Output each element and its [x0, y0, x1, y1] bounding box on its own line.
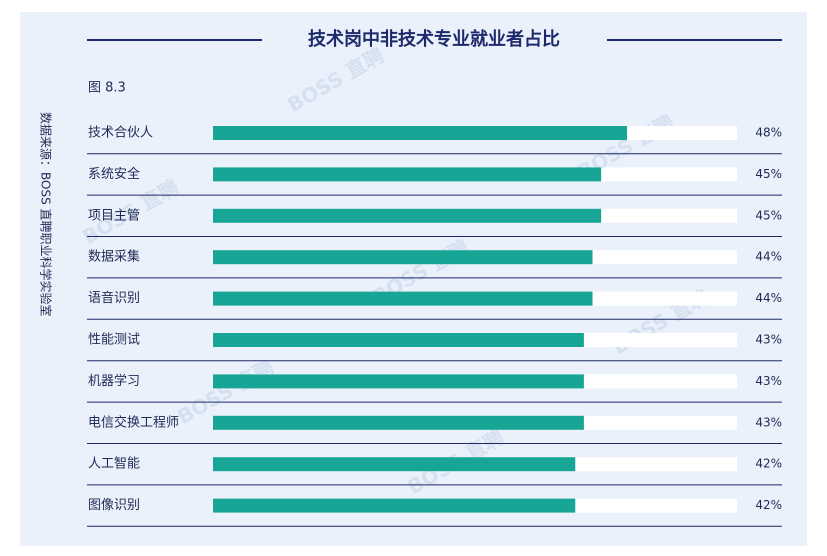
- bar: [213, 250, 593, 265]
- value-label: 42%: [755, 498, 782, 512]
- source-note: 数据来源：BOSS 直聘职业科学实验室: [39, 112, 54, 317]
- figure-number: 图 8.3: [88, 81, 126, 96]
- category-label: 电信交换工程师: [88, 414, 179, 430]
- value-label: 43%: [755, 374, 782, 388]
- bar: [213, 457, 576, 472]
- value-label: 43%: [755, 415, 782, 429]
- category-label: 语音识别: [88, 290, 140, 306]
- bar: [213, 415, 584, 430]
- category-label: 技术合伙人: [88, 126, 153, 141]
- value-label: 45%: [755, 208, 782, 222]
- bar: [213, 167, 602, 182]
- category-label: 系统安全: [88, 166, 140, 182]
- bar: [213, 333, 584, 347]
- bar: [213, 208, 602, 223]
- category-label: 机器学习: [88, 373, 140, 389]
- category-label: 项目主管: [88, 208, 140, 223]
- value-label: 43%: [755, 333, 782, 347]
- category-label: 性能测试: [88, 333, 140, 348]
- bar: [213, 126, 628, 140]
- category-label: 人工智能: [88, 457, 140, 472]
- bar: [213, 291, 593, 306]
- value-label: 44%: [755, 291, 782, 305]
- category-label: 数据采集: [88, 249, 140, 265]
- bar: [213, 498, 576, 513]
- panel: [20, 12, 807, 546]
- value-label: 44%: [755, 250, 782, 264]
- chart-title: 技术岗中非技术专业就业者占比: [308, 28, 560, 50]
- bar: [213, 374, 584, 389]
- value-label: 45%: [755, 167, 782, 181]
- value-label: 48%: [755, 126, 782, 140]
- value-label: 42%: [755, 457, 782, 471]
- category-label: 图像识别: [88, 498, 140, 513]
